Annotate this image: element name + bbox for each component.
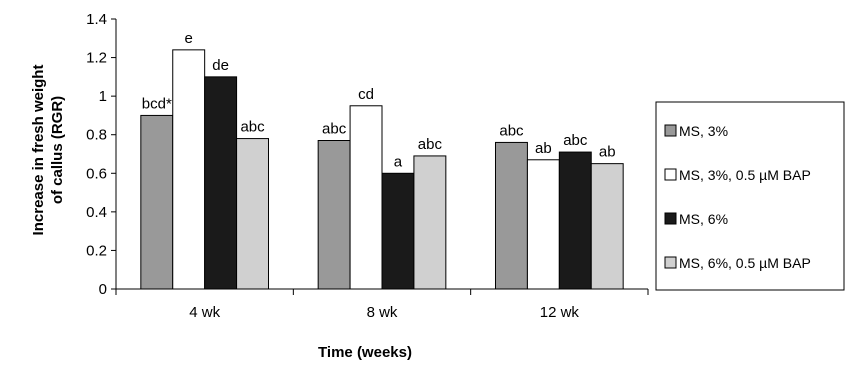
bar-significance-label: e — [185, 30, 193, 47]
bar-significance-label: cd — [358, 86, 374, 103]
bar — [236, 138, 270, 290]
bar-significance-label: ab — [535, 140, 552, 157]
x-category-label: 8 wk — [367, 304, 398, 321]
x-category-label: 12 wk — [540, 304, 580, 321]
y-tick-label: 1 — [99, 88, 107, 105]
y-axis-title-line-2: of callus (RGR) — [49, 96, 66, 204]
legend: MS, 3% MS, 3%, 0.5 µM BAP MS, 6% MS, 6%, 0.… — [655, 101, 845, 291]
bar — [140, 114, 174, 290]
bar-significance-label: abc — [499, 122, 524, 139]
legend-swatch — [664, 212, 677, 225]
y-tick-label: 1.2 — [86, 50, 107, 67]
y-tick-label: 0.4 — [86, 204, 107, 221]
y-tick-label: 0.6 — [86, 165, 107, 182]
legend-entry-label: MS, 3% — [679, 123, 728, 139]
bar — [590, 163, 624, 290]
bar — [494, 141, 528, 290]
legend-entry-label: MS, 3%, 0.5 µM BAP — [679, 167, 811, 183]
y-tick-label: 0 — [99, 281, 107, 298]
bar-significance-label: abc — [418, 136, 443, 153]
bar — [558, 151, 592, 290]
bar — [204, 76, 238, 290]
bar-significance-label: de — [212, 57, 229, 74]
y-tick-label: 0.8 — [86, 127, 107, 144]
bar — [381, 172, 415, 290]
bar-significance-label: abc — [240, 119, 265, 136]
legend-swatch — [664, 256, 677, 269]
x-axis-title: Time (weeks) — [318, 344, 412, 361]
legend-entry-label: MS, 6%, 0.5 µM BAP — [679, 255, 811, 271]
bar — [317, 140, 351, 290]
bar — [172, 49, 206, 290]
y-tick-label: 0.2 — [86, 242, 107, 259]
x-category-label: 4 wk — [189, 304, 220, 321]
y-tick-label: 1.4 — [86, 11, 107, 28]
bar-significance-label: ab — [599, 144, 616, 161]
bar-significance-label: a — [394, 153, 403, 170]
legend-swatch — [664, 124, 677, 137]
legend-entry-label: MS, 6% — [679, 211, 728, 227]
bar-significance-label: abc — [563, 132, 588, 149]
bar — [526, 159, 560, 290]
legend-swatch — [664, 168, 677, 181]
bar — [349, 105, 383, 290]
bar-significance-label: bcd* — [142, 95, 172, 112]
bar — [413, 155, 447, 290]
y-axis-title-line-1: Increase in fresh weight — [30, 65, 47, 236]
legend-box — [655, 101, 845, 291]
bar-significance-label: abc — [322, 121, 347, 138]
